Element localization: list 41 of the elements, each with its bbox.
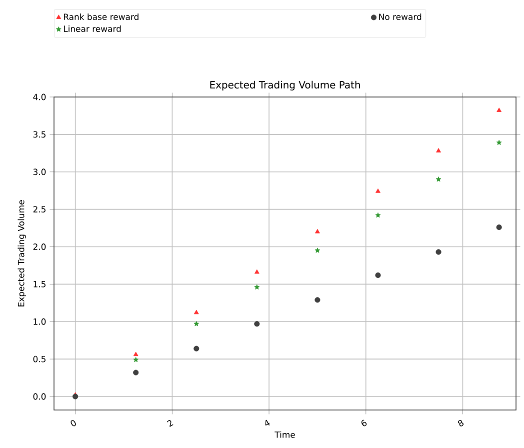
point [194,346,200,352]
point [376,188,380,193]
y-tick-label: 0.5 [33,356,46,362]
point [496,140,502,145]
y-tick-label: 2.5 [33,206,46,213]
point [314,297,320,303]
y-axis-title: Expected Trading Volume [18,200,26,306]
point [254,269,260,274]
point [436,249,442,255]
y-tick-label: 4.0 [33,94,46,100]
point [436,176,442,182]
point [254,321,260,327]
x-tick-label: 0 [70,420,76,426]
point [496,224,502,230]
point [375,272,381,278]
point [254,284,260,290]
point [496,108,502,112]
point [315,228,320,234]
point [436,148,441,152]
point [194,310,199,314]
point [375,212,381,218]
y-tick-label: 0.0 [33,393,46,400]
y-tick-label: 1.5 [34,281,46,288]
x-tick-label: 8 [458,420,464,426]
y-tick-label: 3.0 [33,168,46,176]
x-tick-label: 4 [265,420,270,426]
x-tick-label: 6 [361,420,367,426]
point [133,370,139,376]
legend-label: No reward [379,13,422,20]
legend-label: Linear reward [64,25,121,32]
point [133,357,139,362]
y-tick-label: 2.0 [33,244,46,250]
x-axis-title: Time [274,431,295,438]
point [133,352,138,356]
y-tick-label: 3.5 [33,131,46,138]
point [194,321,200,326]
x-tick-label: 2 [166,420,174,427]
y-tick-label: 1.0 [34,318,46,325]
legend-label: Rank base reward [64,13,138,20]
point [314,248,320,253]
chart-title: Expected Trading Volume Path [210,80,360,90]
